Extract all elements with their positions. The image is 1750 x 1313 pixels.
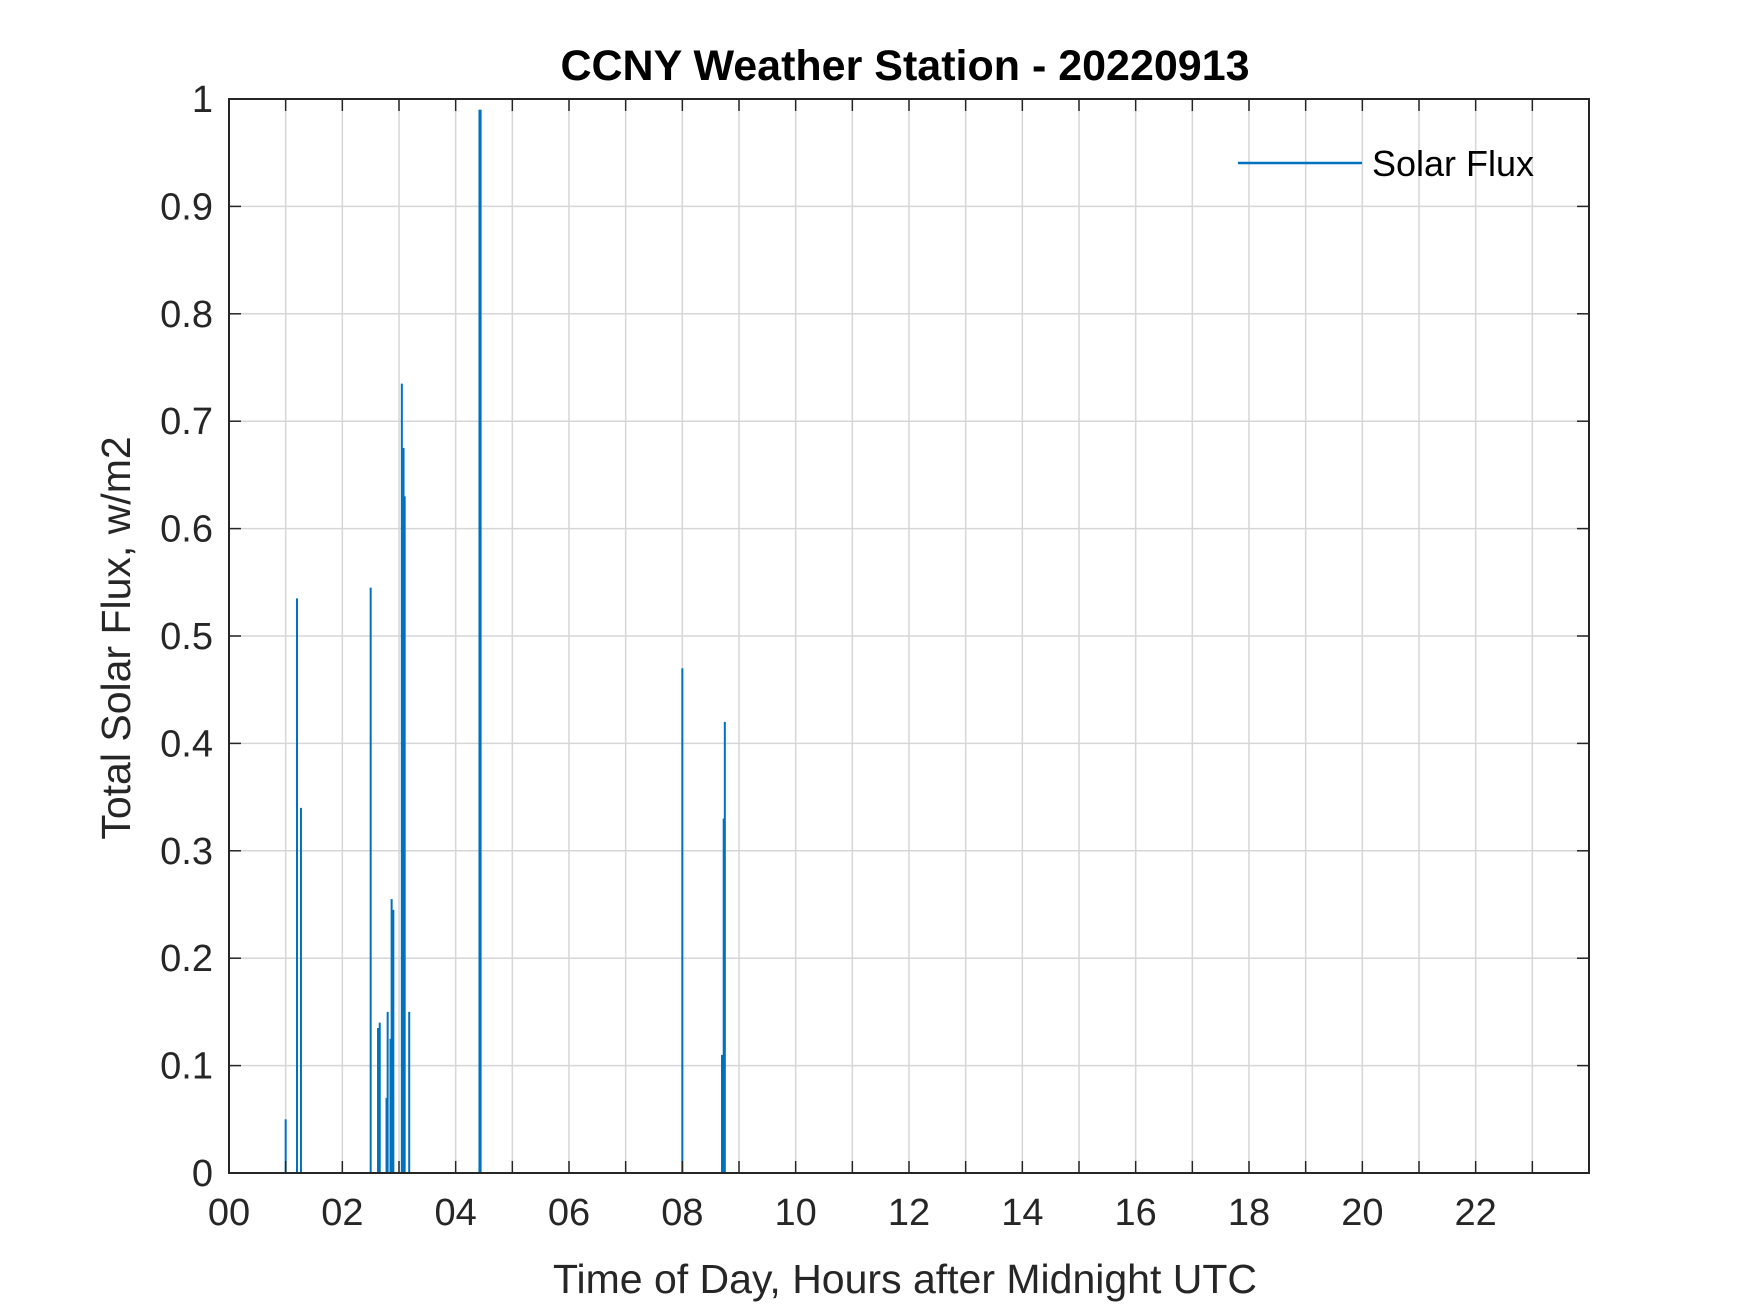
- y-tick-label: 0: [192, 1153, 213, 1195]
- grid: [229, 99, 1589, 1173]
- data-series: [229, 109, 745, 1174]
- chart-title: CCNY Weather Station - 20220913: [560, 42, 1249, 90]
- x-tick-label: 12: [888, 1192, 930, 1234]
- y-tick-label: 0.1: [160, 1046, 213, 1088]
- x-tick-label: 18: [1228, 1192, 1270, 1234]
- tick-labels: 0 0.1 0.2 0.3 0.4 0.5 0.6 0.7 0.8 0.9 1 00 02 04 06 08 1…: [160, 79, 1497, 1234]
- x-axis-label: Time of Day, Hours after Midnight UTC: [553, 1256, 1257, 1302]
- x-tick-label: 02: [321, 1192, 363, 1234]
- x-tick-label: 22: [1455, 1192, 1497, 1234]
- y-tick-label: 0.9: [160, 186, 213, 228]
- x-tick-label: 20: [1341, 1192, 1383, 1234]
- x-tick-label: 14: [1001, 1192, 1043, 1234]
- legend: Solar Flux: [1238, 143, 1534, 184]
- y-tick-label: 1: [192, 79, 213, 121]
- y-tick-label: 0.3: [160, 831, 213, 873]
- x-tick-label: 08: [661, 1192, 703, 1234]
- y-tick-label: 0.2: [160, 938, 213, 980]
- y-tick-label: 0.4: [160, 723, 213, 765]
- y-axis-label: Total Solar Flux, w/m2: [93, 436, 139, 839]
- x-tick-label: 00: [208, 1192, 250, 1234]
- y-tick-label: 0.7: [160, 401, 213, 443]
- legend-label: Solar Flux: [1372, 143, 1534, 184]
- x-tick-label: 04: [435, 1192, 477, 1234]
- y-tick-label: 0.6: [160, 509, 213, 551]
- x-tick-label: 16: [1115, 1192, 1157, 1234]
- x-tick-label: 10: [775, 1192, 817, 1234]
- ticks: [229, 98, 1589, 1174]
- y-tick-label: 0.8: [160, 294, 213, 336]
- x-tick-label: 06: [548, 1192, 590, 1234]
- y-tick-label: 0.5: [160, 616, 213, 658]
